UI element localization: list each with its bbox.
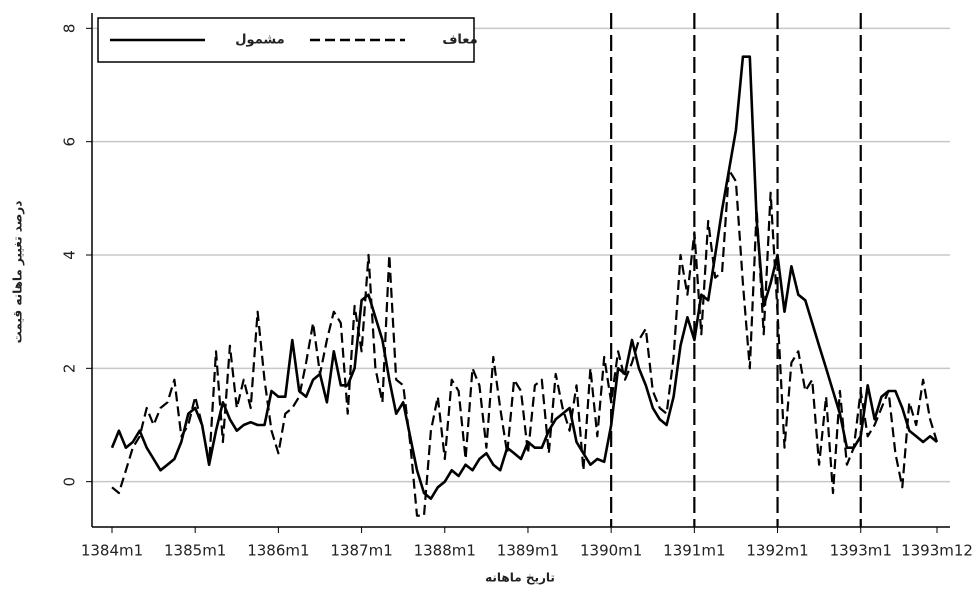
series-line: [112, 57, 937, 499]
y-tick-label: 6: [61, 137, 79, 147]
x-tick-label: 1387m1: [330, 542, 392, 560]
legend-label: معاف: [442, 33, 477, 48]
x-tick-label: 1385m1: [164, 542, 226, 560]
series-line: [112, 170, 937, 516]
x-axis-label: تاریخ ماهانه: [485, 571, 555, 585]
x-tick-label: 1388m1: [414, 542, 476, 560]
y-axis-label: درصد تغییر ماهانه قیمت: [11, 201, 25, 344]
y-tick-label: 4: [61, 250, 79, 260]
x-tick-label: 1389m1: [497, 542, 559, 560]
y-tick-label: 8: [61, 24, 79, 34]
y-tick-label: 0: [61, 477, 79, 487]
y-tick-label: 2: [61, 364, 79, 374]
x-tick-label: 1386m1: [247, 542, 309, 560]
legend-label: مشمول: [235, 33, 284, 48]
x-tick-label: 1393m12: [901, 542, 973, 560]
x-tick-label: 1392m1: [746, 542, 808, 560]
x-tick-label: 1390m1: [580, 542, 642, 560]
x-tick-label: 1393m1: [830, 542, 892, 560]
x-tick-label: 1391m1: [663, 542, 725, 560]
chart: درصد تغییر ماهانه قیمت تاریخ ماهانه 0 2 4 6…: [0, 0, 976, 590]
x-tick-label: 1384m1: [81, 542, 143, 560]
